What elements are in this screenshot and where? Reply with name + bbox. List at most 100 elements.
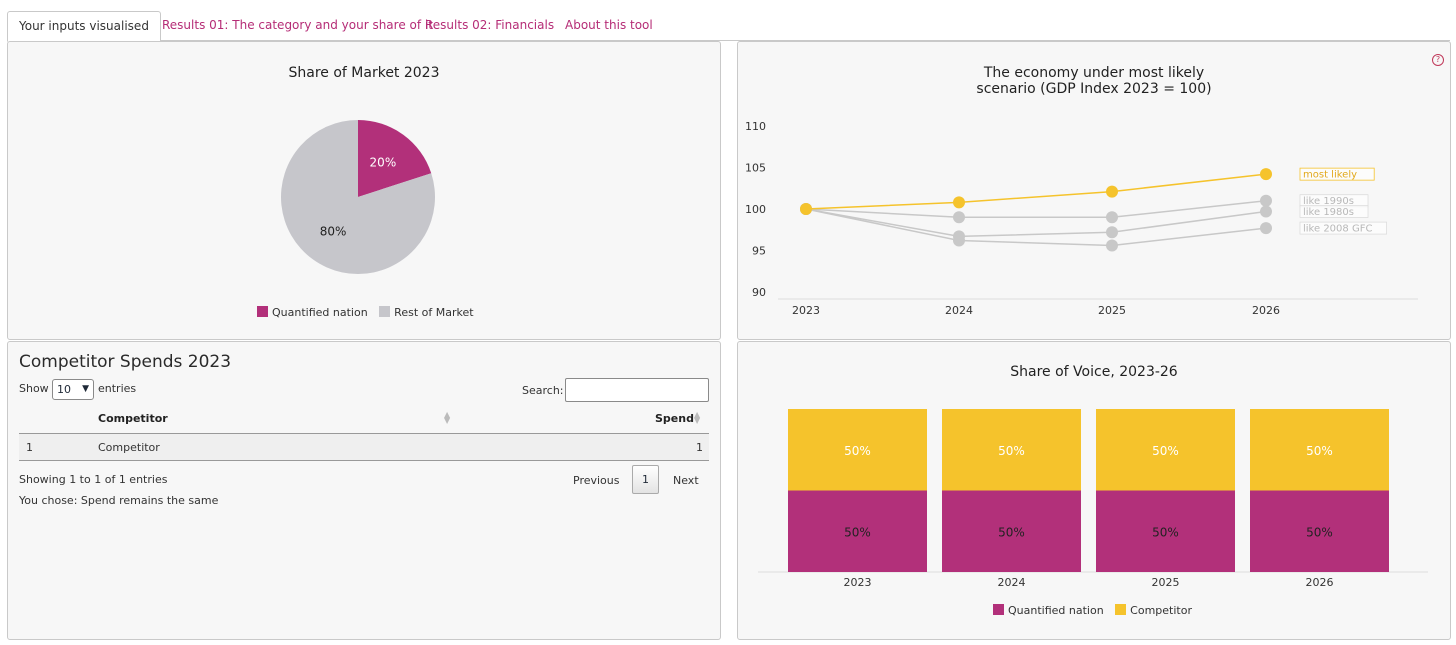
entries-label: entries [98,382,137,395]
row-spend: 1 [696,441,703,454]
series-label-box [1299,221,1387,235]
question-circle-icon[interactable]: ? [1432,54,1444,66]
pie-slice [358,120,432,197]
chevron-down-icon: ▼ [82,384,89,394]
table-header-divider [19,433,709,434]
next-button[interactable]: Next [673,474,699,487]
market-share-legend: Quantified nation Rest of Market [257,306,482,319]
series-label-box [1299,167,1375,181]
series-point [953,196,965,209]
series-point [1260,194,1272,207]
series-point [1106,239,1118,252]
bar-label-quantified: 50% [998,525,1025,539]
tab-your-inputs[interactable]: Your inputs visualised [7,11,161,42]
legend-swatch [1115,604,1127,615]
pie-slice-label: 80% [320,224,347,238]
competitor-panel: Competitor Spends 2023 Show 10 ▼ entries … [7,341,721,640]
economy-line-chart: 110 105 100 95 90 2023 2024 2025 2026 most likely… [745,120,1418,317]
voice-panel: Share of Voice, 2023-26 50% 50% 2023 50% 50%… [737,341,1451,640]
x-tick-label: 2023 [844,576,872,589]
series-label: most likely [1303,170,1357,181]
bar-competitor [788,409,927,491]
y-tick-label: 110 [745,120,766,133]
tab-about[interactable]: About this tool [565,18,653,32]
series-point [1106,185,1118,198]
search-input[interactable] [565,378,709,402]
series-label: like 1980s [1303,207,1354,218]
sort-icon[interactable]: ▲ ▼ [694,410,701,425]
legend-item-rest[interactable]: Rest of Market [379,306,474,319]
bar-quantified [1096,490,1235,572]
bar-label-quantified: 50% [844,525,871,539]
series-line [805,208,1267,247]
legend-item-competitor[interactable]: Competitor [1115,604,1192,617]
competitor-title: Competitor Spends 2023 [19,352,232,372]
bar-quantified [788,490,927,572]
pie-slice-label: 20% [370,156,397,170]
bar-label-quantified: 50% [1152,525,1179,539]
series-line [805,208,1267,238]
market-share-pie-chart: 20% 80% [281,120,435,274]
series-point [1106,211,1118,224]
previous-button[interactable]: Previous [573,474,620,487]
market-share-panel: Share of Market 2023 20% 80% Quantified n… [7,41,721,340]
show-label: Show [19,382,49,395]
column-header-spend[interactable]: Spend [655,412,694,425]
choice-text: You chose: Spend remains the same [19,494,219,507]
bar-competitor [942,409,1081,491]
voice-bar-chart: 50% 50% 2023 50% 50% 2024 50% 50% 2025 50% 50% 2026 [758,409,1428,589]
bar-label-competitor: 50% [998,444,1025,458]
x-tick-label: 2026 [1252,304,1280,317]
tab-results-02[interactable]: Results 02: Financials [425,18,555,32]
series-line [805,199,1267,219]
legend-item-quantified[interactable]: Quantified nation [993,604,1104,617]
x-tick-label: 2024 [945,304,973,317]
x-tick-label: 2024 [998,576,1026,589]
series-point [1260,222,1272,235]
voice-title: Share of Voice, 2023-26 [1010,364,1178,380]
economy-title: The economy under most likely scenario (… [976,65,1212,97]
tab-results-01[interactable]: Results 01: The category and your share … [162,18,433,32]
bar-competitor [1250,409,1389,491]
bar-label-competitor: 50% [1306,444,1333,458]
entries-select[interactable]: 10 ▼ [52,379,94,400]
legend-swatch [993,604,1004,615]
sort-icon[interactable]: ▲ ▼ [444,410,451,425]
voice-legend: Quantified nation Competitor [993,604,1200,617]
tab-bar: Your inputs visualised Results 01: The c… [7,11,1450,42]
series-label: like 2008 GFC [1303,224,1372,235]
row-index: 1 [26,441,33,454]
legend-item-quantified[interactable]: Quantified nation [257,306,368,319]
y-tick-label: 95 [752,245,766,258]
y-tick-label: 90 [752,286,766,299]
bar-quantified [1250,490,1389,572]
y-tick-label: 100 [745,203,766,216]
series-point [953,230,965,243]
series-point [953,211,965,224]
series-label: like 1990s [1303,196,1354,207]
table-row[interactable]: 1 Competitor 1 [19,434,709,461]
bar-label-quantified: 50% [1306,525,1333,539]
x-tick-label: 2025 [1152,576,1180,589]
column-header-competitor[interactable]: Competitor [98,412,168,425]
series-line [805,173,1267,210]
x-tick-label: 2023 [792,304,820,317]
series-point [1260,205,1272,218]
series-point [1106,226,1118,239]
series-point [800,203,812,215]
bar-competitor [1096,409,1235,491]
economy-panel: The economy under most likely scenario (… [737,41,1451,340]
legend-swatch [379,306,391,317]
bar-label-competitor: 50% [844,444,871,458]
pie-slice [281,120,435,274]
series-point [1260,168,1272,181]
legend-swatch [257,306,268,317]
x-tick-label: 2025 [1098,304,1126,317]
y-tick-label: 105 [745,162,766,175]
search-label: Search: [522,384,564,397]
x-tick-label: 2026 [1306,576,1334,589]
page-1-button[interactable]: 1 [632,465,659,494]
table-info: Showing 1 to 1 of 1 entries [19,473,168,486]
bar-label-competitor: 50% [1152,444,1179,458]
market-share-title: Share of Market 2023 [288,65,440,81]
